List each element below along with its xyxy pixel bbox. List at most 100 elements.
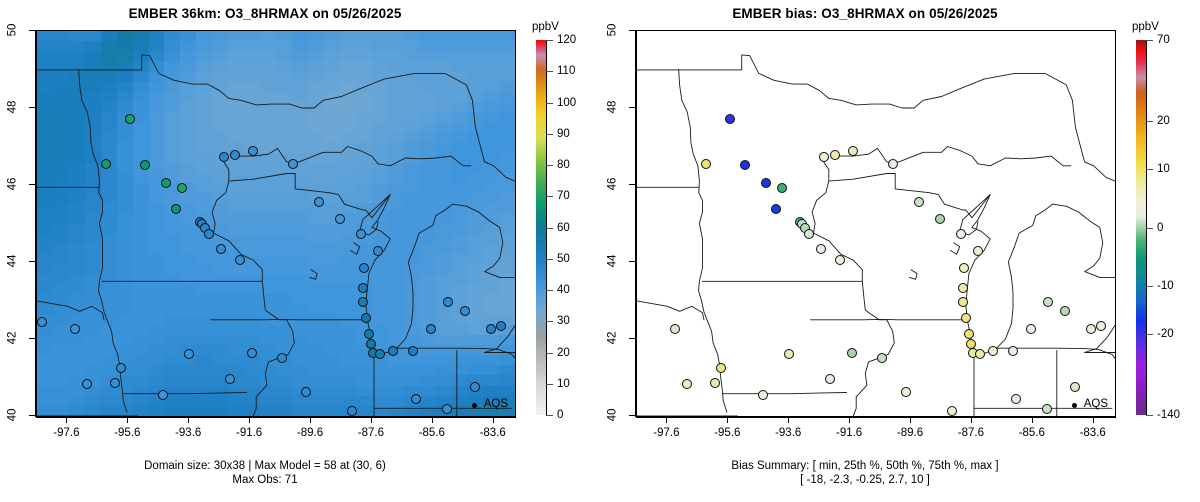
station-marker	[496, 320, 507, 331]
station-marker	[441, 404, 452, 415]
colorbar-tick-label: 80	[557, 159, 570, 171]
y-tick	[29, 415, 35, 417]
station-marker	[347, 406, 358, 416]
y-tick	[629, 184, 635, 186]
colorbar-tick	[546, 71, 553, 73]
colorbar-tick	[1146, 334, 1153, 336]
station-marker	[1070, 382, 1081, 393]
y-axis-line-right	[635, 30, 637, 417]
station-marker	[829, 150, 840, 160]
station-marker	[287, 158, 298, 169]
station-marker	[356, 229, 367, 240]
station-marker	[246, 347, 257, 358]
station-marker	[957, 283, 968, 294]
station-marker	[313, 197, 324, 208]
panel-bias-title: EMBER bias: O3_8HRMAX on 05/26/2025	[732, 6, 998, 21]
y-axis-line-left	[35, 30, 37, 417]
colorbar-model-gradient	[536, 40, 546, 415]
colorbar-tick	[1146, 227, 1153, 229]
station-marker	[248, 146, 259, 157]
station-marker	[1008, 345, 1018, 356]
station-marker	[1011, 393, 1022, 404]
panel-model-title: EMBER 36km: O3_8HRMAX on 05/26/2025	[128, 6, 402, 21]
colorbar-tick	[546, 352, 553, 354]
colorbar-tick	[546, 258, 553, 260]
station-marker	[170, 203, 181, 214]
colorbar-tick-label: 10	[557, 377, 570, 390]
colorbar-tick	[546, 133, 553, 135]
colorbar-tick	[1146, 120, 1153, 122]
x-tick	[370, 417, 372, 423]
station-marker	[388, 345, 399, 356]
x-tick	[970, 417, 972, 423]
station-marker	[670, 324, 681, 335]
station-marker	[374, 349, 385, 360]
station-marker	[988, 345, 999, 356]
map-boundaries-right	[637, 31, 1115, 416]
station-marker	[229, 150, 240, 160]
x-tick	[188, 417, 190, 423]
x-tick-label: -85.6	[1018, 427, 1045, 439]
x-tick-label: -87.6	[957, 427, 984, 439]
panel-model: EMBER 36km: O3_8HRMAX on 05/26/2025 AQS …	[6, 6, 577, 486]
colorbar-tick-label: 50	[557, 252, 570, 265]
station-marker	[715, 362, 726, 373]
y-tick	[629, 261, 635, 263]
colorbar-tick-label: -140	[1157, 409, 1181, 421]
bias-caption-line1: Bias Summary: [ min, 25th %, 50th %, 75t…	[731, 460, 999, 472]
bias-map-plot: AQS	[636, 30, 1116, 417]
x-tick-label: -89.6	[896, 427, 924, 439]
x-tick	[249, 417, 251, 423]
station-marker	[109, 378, 120, 389]
x-axis-line-left	[36, 417, 516, 419]
model-caption-line2: Max Obs: 71	[232, 474, 298, 486]
station-marker	[158, 389, 169, 400]
y-tick	[629, 107, 635, 109]
model-map-clip	[37, 31, 515, 416]
station-marker	[184, 349, 195, 360]
station-marker	[901, 387, 912, 398]
station-marker	[277, 352, 288, 363]
x-tick-label: -91.6	[835, 427, 863, 439]
station-marker	[358, 297, 369, 308]
x-tick-label: -97.6	[53, 427, 80, 439]
station-marker	[82, 379, 93, 390]
station-marker	[956, 229, 967, 240]
x-tick	[492, 417, 494, 423]
y-tick	[629, 415, 635, 417]
station-marker	[958, 297, 969, 308]
station-marker	[219, 152, 230, 163]
colorbar-tick-label: 20	[1157, 114, 1170, 127]
x-axis-line-right	[636, 417, 1116, 419]
x-tick-label: -91.6	[235, 427, 263, 439]
station-marker	[100, 158, 111, 169]
station-marker	[225, 374, 236, 385]
colorbar-tick-label: 0	[1157, 221, 1164, 234]
panel-bias: EMBER bias: O3_8HRMAX on 05/26/2025 AQS …	[600, 0, 1200, 502]
aqs-dot-icon	[1071, 403, 1077, 408]
x-tick	[310, 417, 312, 423]
y-tick-label: 46	[606, 177, 619, 191]
station-marker	[176, 183, 187, 194]
y-tick	[29, 338, 35, 340]
y-tick	[629, 338, 635, 340]
colorbar-tick-label: -10	[1157, 279, 1174, 292]
x-tick	[788, 417, 790, 423]
station-marker	[216, 243, 227, 254]
station-marker	[470, 382, 481, 393]
x-tick	[1092, 417, 1094, 423]
model-map-plot: AQS	[36, 30, 516, 417]
y-tick-label: 50	[606, 23, 619, 37]
station-marker	[408, 345, 418, 356]
station-marker	[913, 197, 924, 208]
y-tick-label: 42	[6, 331, 19, 345]
colorbar-tick	[546, 321, 553, 323]
colorbar-tick-label: 30	[557, 315, 570, 328]
x-tick-label: -83.6	[479, 427, 506, 439]
colorbar-tick-label: 120	[557, 34, 577, 46]
station-marker	[334, 213, 345, 224]
station-marker	[761, 178, 772, 189]
station-marker	[947, 406, 958, 416]
y-tick	[29, 261, 35, 263]
